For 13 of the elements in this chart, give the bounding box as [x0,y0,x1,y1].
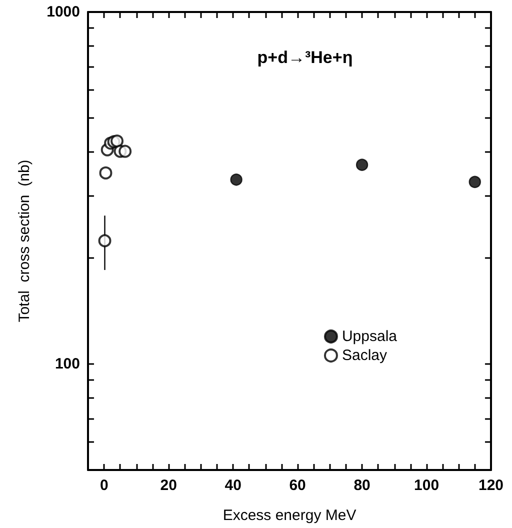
x-tick-label: 60 [289,477,306,494]
x-tick-label: 100 [414,477,440,494]
text: p+d→³He+η [257,48,353,67]
x-tick-label: 20 [160,477,177,494]
legend-label: Uppsala [342,328,398,345]
x-tick-label: 80 [354,477,370,494]
y-tick-label: 1000 [46,4,80,20]
y-axis-title: Total cross section (nb) [16,160,33,322]
legend-label: Saclay [342,347,388,364]
x-axis-title: Excess energy MeV [222,507,356,524]
x-tick-label: 0 [100,477,108,494]
x-tick-label: 40 [224,477,242,494]
x-tick-label: 120 [478,477,504,494]
